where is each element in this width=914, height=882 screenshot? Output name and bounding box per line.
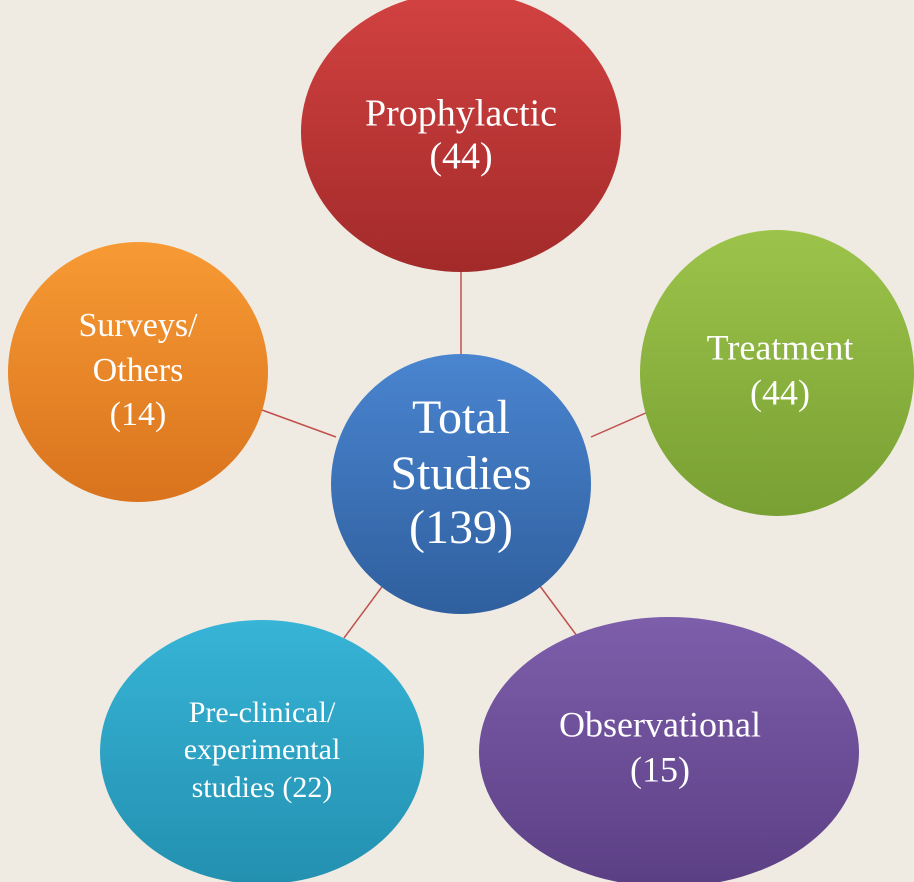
node-label: (14)	[110, 396, 167, 433]
node-ellipse	[479, 617, 859, 882]
node-label: Observational	[559, 704, 761, 744]
connector	[261, 409, 337, 438]
center-label: (139)	[409, 501, 513, 554]
node-ellipse	[8, 242, 268, 502]
node-label: Others	[93, 352, 184, 389]
node-label: studies (22)	[192, 771, 333, 804]
center-label: Total	[412, 391, 510, 444]
node-label: experimental	[184, 733, 341, 766]
node-label: (44)	[750, 372, 810, 412]
node-label: (44)	[429, 136, 492, 178]
node-ellipse	[301, 0, 621, 272]
node-ellipse	[100, 620, 424, 882]
node-label: Treatment	[707, 327, 854, 367]
node-label: Surveys/	[79, 307, 199, 344]
connector	[343, 583, 385, 639]
node-label: Pre-clinical/	[189, 696, 336, 729]
node-label: (15)	[630, 749, 690, 789]
node-ellipse	[640, 230, 914, 516]
center-label: Studies	[390, 447, 531, 500]
node-label: Prophylactic	[365, 93, 557, 135]
connector	[590, 411, 649, 438]
center-circle	[331, 354, 591, 614]
connector	[536, 581, 578, 637]
